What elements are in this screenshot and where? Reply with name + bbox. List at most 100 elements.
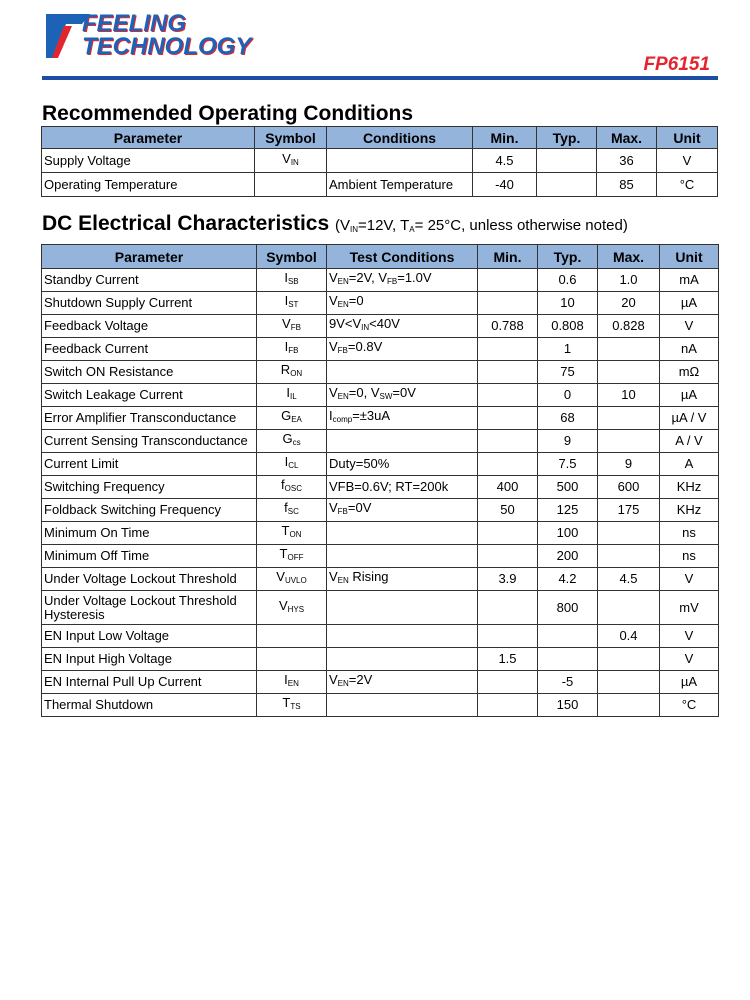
table-cell: ICL	[256, 452, 327, 476]
table-cell: IEN	[256, 670, 327, 694]
table-cell: 4.2	[537, 567, 598, 591]
table-cell: VUVLO	[256, 567, 327, 591]
text-run: =0V	[392, 385, 416, 400]
table-cell: ISB	[256, 268, 327, 292]
table-cell: Shutdown Supply Current	[41, 291, 257, 315]
table-cell	[597, 360, 660, 384]
table-cell: KHz	[659, 498, 719, 522]
table-row: Thermal Shutdown TTS 150 °C	[41, 693, 719, 717]
table-cell	[597, 337, 660, 361]
text-run: =0V	[347, 500, 372, 515]
characteristics-table: Parameter Symbol Test Conditions Min. Typ. Ma…	[41, 244, 719, 717]
table-cell: 9	[537, 429, 598, 453]
text-run: =12V, T	[357, 217, 410, 234]
column-header: Max.	[596, 126, 657, 149]
table-cell	[477, 693, 538, 717]
table-cell	[537, 647, 598, 671]
subtitle: (VIN=12V, TA= 25°C, unless otherwise not…	[335, 217, 628, 234]
table-cell: Minimum Off Time	[41, 544, 257, 568]
table-row: Shutdown Supply Current IST VEN=0 10 20 µA	[41, 291, 719, 315]
subscript: EN	[337, 300, 349, 309]
table-cell	[477, 337, 538, 361]
table-cell: EN Input High Voltage	[41, 647, 257, 671]
table-cell: 1	[537, 337, 598, 361]
table-cell	[477, 521, 538, 545]
text-run: =2V	[348, 672, 373, 687]
text-run: I	[286, 385, 290, 400]
table-cell: 500	[537, 475, 598, 499]
table-cell: °C	[656, 172, 718, 197]
text-run: V	[276, 569, 285, 584]
subscript: IN	[349, 225, 358, 234]
table-row: Current Limit ICL Duty=50% 7.5 9 A	[41, 452, 719, 476]
table-cell: mΩ	[659, 360, 719, 384]
table-cell	[326, 624, 478, 648]
table-row: Under Voltage Lockout Threshold Hysteres…	[41, 590, 719, 625]
column-header: Min.	[477, 244, 538, 269]
table-cell: 100	[537, 521, 598, 545]
table-cell: Current Limit	[41, 452, 257, 476]
table-cell: Foldback Switching Frequency	[41, 498, 257, 522]
text-run: = 25°C, unless otherwise noted)	[414, 217, 628, 234]
table-cell: RON	[256, 360, 327, 384]
table-cell: 7.5	[537, 452, 598, 476]
table-cell: 9	[597, 452, 660, 476]
table-cell	[477, 429, 538, 453]
subscript: FB	[337, 346, 348, 355]
table-cell: VFB=0.8V	[326, 337, 478, 361]
table-cell: 3.9	[477, 567, 538, 591]
table-cell: A	[659, 452, 719, 476]
table-cell	[256, 647, 327, 671]
subscript: ON	[289, 530, 302, 539]
subscript: FB	[387, 277, 398, 286]
text-run: V	[278, 597, 288, 613]
subscript: EA	[291, 415, 302, 424]
subscript: EN	[337, 679, 349, 688]
table-cell: Minimum On Time	[41, 521, 257, 545]
table-cell: 50	[477, 498, 538, 522]
table-cell: Feedback Voltage	[41, 314, 257, 338]
table-cell: 600	[597, 475, 660, 499]
table-cell: fOSC	[256, 475, 327, 499]
text-run: V	[329, 339, 338, 354]
text-run: V	[329, 569, 338, 584]
subscript: SW	[379, 392, 393, 401]
table-cell	[597, 590, 660, 625]
subscript: OSC	[284, 484, 302, 493]
table-row: Current Sensing Transconductance Gcs 9 A / …	[41, 429, 719, 453]
table-cell	[536, 148, 597, 173]
table-cell	[477, 544, 538, 568]
subscript: CL	[288, 461, 299, 470]
table-cell	[537, 624, 598, 648]
text-run: V	[329, 672, 338, 687]
table-cell: °C	[659, 693, 719, 717]
column-header: Typ.	[537, 244, 598, 269]
text-run: V	[329, 500, 338, 515]
text-run: =1.0V	[397, 270, 432, 285]
logo-text: FEELING	[82, 10, 187, 37]
table-row: Supply Voltage VIN 4.5 36 V	[41, 148, 718, 173]
table-cell: Error Amplifier Transconductance	[41, 406, 257, 430]
table-cell: VHYS	[256, 590, 327, 625]
table-cell: 125	[537, 498, 598, 522]
header-rule	[42, 76, 718, 80]
table-cell: 0.828	[597, 314, 660, 338]
table-cell: V	[659, 647, 719, 671]
text-run: I	[284, 454, 289, 469]
text-run: R	[280, 362, 291, 377]
subscript: A	[409, 225, 415, 234]
section-title: Recommended Operating Conditions	[42, 102, 414, 125]
text-run: f	[284, 500, 288, 515]
table-cell	[536, 172, 597, 197]
table-cell	[597, 429, 660, 453]
text-run: 9V<V	[329, 316, 362, 331]
table-cell: 0.788	[477, 314, 538, 338]
table-row: Error Amplifier Transconductance GEA Icomp…	[41, 406, 719, 430]
text-run: V	[329, 293, 338, 308]
table-cell: V	[656, 148, 718, 173]
subscript: TS	[290, 702, 301, 711]
table-cell: Supply Voltage	[41, 148, 255, 173]
table-row: EN Input Low Voltage 0.4 V	[41, 624, 719, 648]
table-cell	[326, 693, 478, 717]
table-cell: VEN Rising	[326, 567, 478, 591]
